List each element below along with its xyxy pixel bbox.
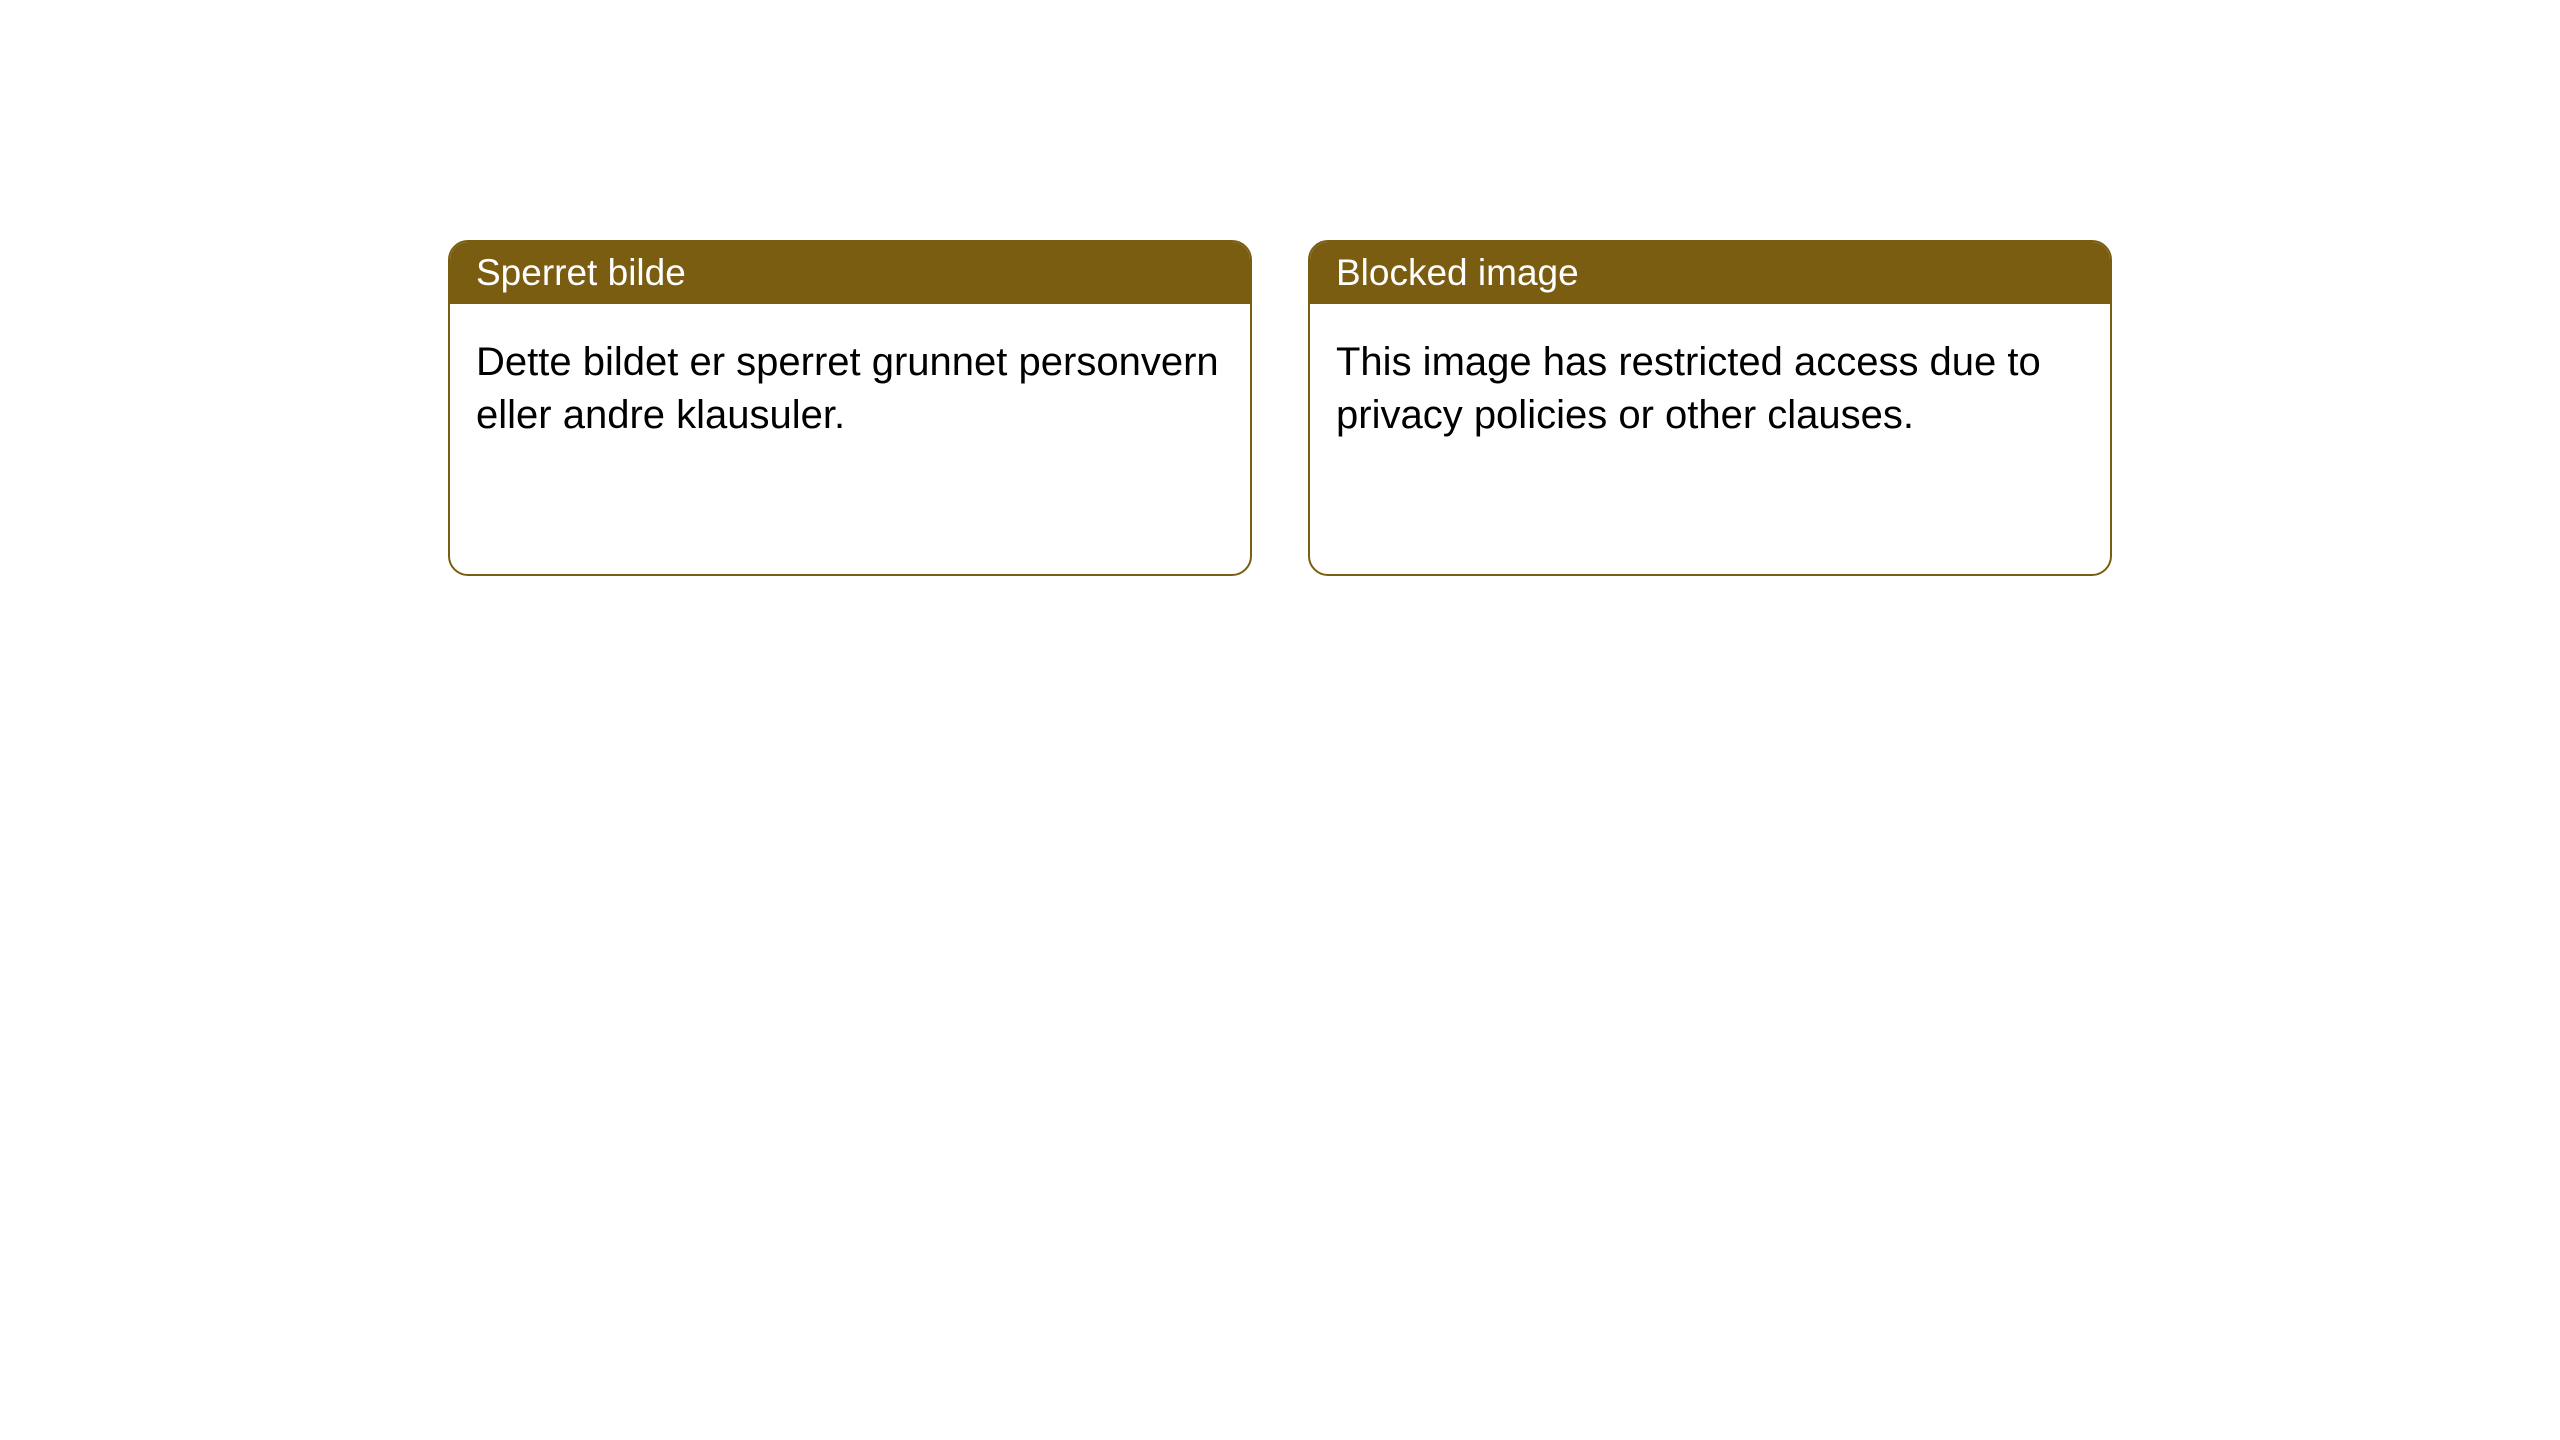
notice-card-norwegian: Sperret bilde Dette bildet er sperret gr… [448,240,1252,576]
card-body-text: This image has restricted access due to … [1336,336,2084,442]
notice-card-container: Sperret bilde Dette bildet er sperret gr… [0,0,2560,576]
card-title: Blocked image [1336,252,1579,293]
card-header: Sperret bilde [450,242,1250,304]
card-title: Sperret bilde [476,252,686,293]
card-body: This image has restricted access due to … [1310,304,2110,574]
notice-card-english: Blocked image This image has restricted … [1308,240,2112,576]
card-header: Blocked image [1310,242,2110,304]
card-body-text: Dette bildet er sperret grunnet personve… [476,336,1224,442]
card-body: Dette bildet er sperret grunnet personve… [450,304,1250,574]
